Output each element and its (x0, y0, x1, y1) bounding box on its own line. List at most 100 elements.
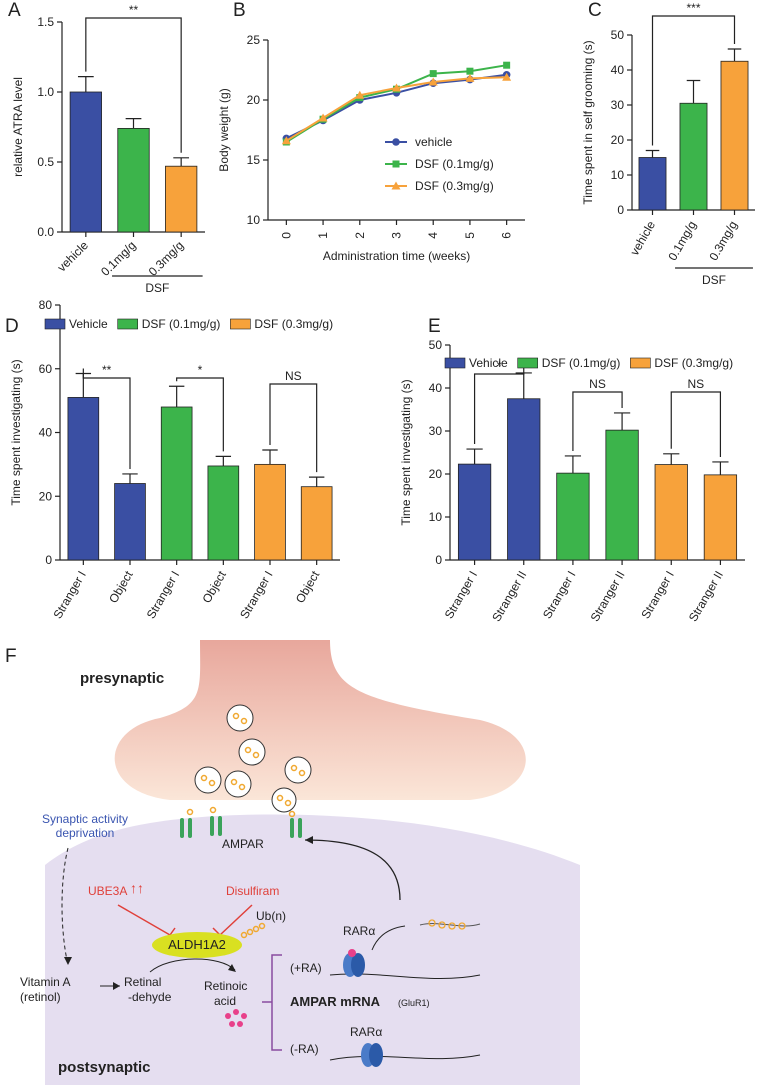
arrow-head (305, 836, 313, 844)
y-tick-label: 0.0 (37, 225, 54, 239)
rar-label: RARα (350, 1025, 382, 1039)
legend-label: Vehicle (69, 317, 108, 331)
y-tick-label: 0 (45, 553, 52, 567)
y-tick-label: 20 (247, 93, 261, 107)
error-bar (645, 149, 660, 158)
marker (392, 160, 400, 168)
bar (114, 483, 146, 561)
line: -dehyde (128, 990, 172, 1004)
x-tick-label: Object (293, 568, 323, 606)
enzyme-label: ALDH1A2 (168, 937, 226, 952)
legend-label: Vehicle (469, 356, 508, 370)
error-bar (466, 448, 483, 465)
significance-bracket (670, 391, 722, 457)
retinal-label: Retinal -dehyde (124, 975, 172, 1004)
bar (638, 157, 667, 211)
legend-swatch (230, 318, 251, 330)
arrow-head (228, 964, 236, 972)
x-tick-label: 1 (316, 232, 330, 239)
y-tick-label: 20 (39, 489, 53, 503)
y-tick-label: 10 (611, 168, 625, 182)
ubiquitin-label: Ub(n) (256, 909, 286, 923)
line: acid (214, 994, 236, 1008)
dashed-arrow (61, 847, 69, 966)
bar (457, 463, 492, 561)
y-tick-label: 80 (39, 298, 53, 312)
y-tick-label: 20 (429, 467, 443, 481)
legend-label: DSF (0.3mg/g) (415, 179, 494, 193)
x-tick-label: 4 (426, 232, 440, 239)
line: Synaptic activity (42, 812, 128, 826)
y-tick-label: 15 (247, 153, 261, 167)
mrna-note: (GluR1) (398, 998, 430, 1008)
x-tick-label: Object (199, 568, 229, 606)
line: Retinoic (204, 979, 247, 993)
x-tick-label: 0.1mg/g (98, 238, 139, 279)
x-tick-label: vehicle (55, 238, 92, 275)
y-tick-label: 40 (39, 426, 53, 440)
bar (160, 406, 193, 561)
x-tick-label: Stranger I (540, 569, 578, 622)
y-tick-label: 0 (435, 553, 442, 567)
bar (69, 91, 102, 233)
x-tick-label: 5 (463, 232, 477, 239)
marker (428, 77, 438, 86)
error-bar (125, 118, 142, 129)
bar (654, 464, 688, 561)
plus-ra-label: (+RA) (290, 961, 322, 975)
line: (retinol) (20, 990, 61, 1004)
y-axis-label: Body weight (g) (217, 88, 231, 171)
marker (502, 72, 512, 81)
significance-label: ** (129, 3, 139, 17)
error-bar (122, 473, 138, 484)
marker (429, 70, 437, 78)
line: Retinal (124, 975, 161, 989)
y-axis-label: Time spent in self grooming (s) (581, 40, 595, 204)
ampar-receptors (180, 816, 302, 838)
ribosomes (428, 919, 466, 930)
retinoic-acid-dots (225, 1009, 247, 1027)
receptor-label: AMPAR (222, 837, 264, 851)
significance-label: *** (686, 1, 700, 15)
mrna-strand (419, 923, 481, 927)
arrow-head (64, 957, 72, 965)
y-tick-label: 50 (611, 28, 625, 42)
marker (391, 181, 401, 190)
significance-bracket (85, 17, 182, 153)
y-tick-label: 50 (429, 338, 443, 352)
error-bar (168, 385, 185, 407)
error-bar (613, 412, 631, 431)
bar (67, 397, 100, 561)
line: deprivation (56, 826, 115, 840)
mrna-label: AMPAR mRNA (290, 994, 381, 1009)
error-bar (686, 79, 701, 104)
bar (556, 472, 590, 561)
y-tick-label: 20 (611, 133, 625, 147)
significance-bracket (82, 368, 131, 469)
bar (117, 127, 150, 233)
aldh1a2-enzyme (152, 932, 242, 958)
y-tick-label: 30 (429, 424, 443, 438)
legend-swatch (517, 357, 539, 369)
y-tick-label: 40 (429, 381, 443, 395)
postsynaptic-label: postsynaptic (58, 1059, 151, 1076)
x-tick-label: Stranger II (686, 569, 726, 625)
significance-bracket (651, 15, 736, 146)
x-tick-label: Stranger II (588, 569, 628, 625)
error-bar (727, 48, 742, 62)
x-tick-label: 3 (390, 232, 404, 239)
error-bar (77, 76, 94, 92)
rar-protein (351, 953, 365, 977)
legend-swatch (44, 318, 66, 330)
error-bar (262, 449, 278, 465)
panel-letter: E (428, 316, 441, 337)
panel-letter: A (8, 0, 21, 21)
marker (281, 136, 291, 145)
y-tick-label: 10 (247, 213, 261, 227)
y-tick-label: 0 (617, 203, 624, 217)
presynaptic-terminal (114, 640, 526, 800)
marker (503, 61, 511, 69)
bar (254, 463, 286, 561)
legend-swatch (444, 357, 466, 369)
